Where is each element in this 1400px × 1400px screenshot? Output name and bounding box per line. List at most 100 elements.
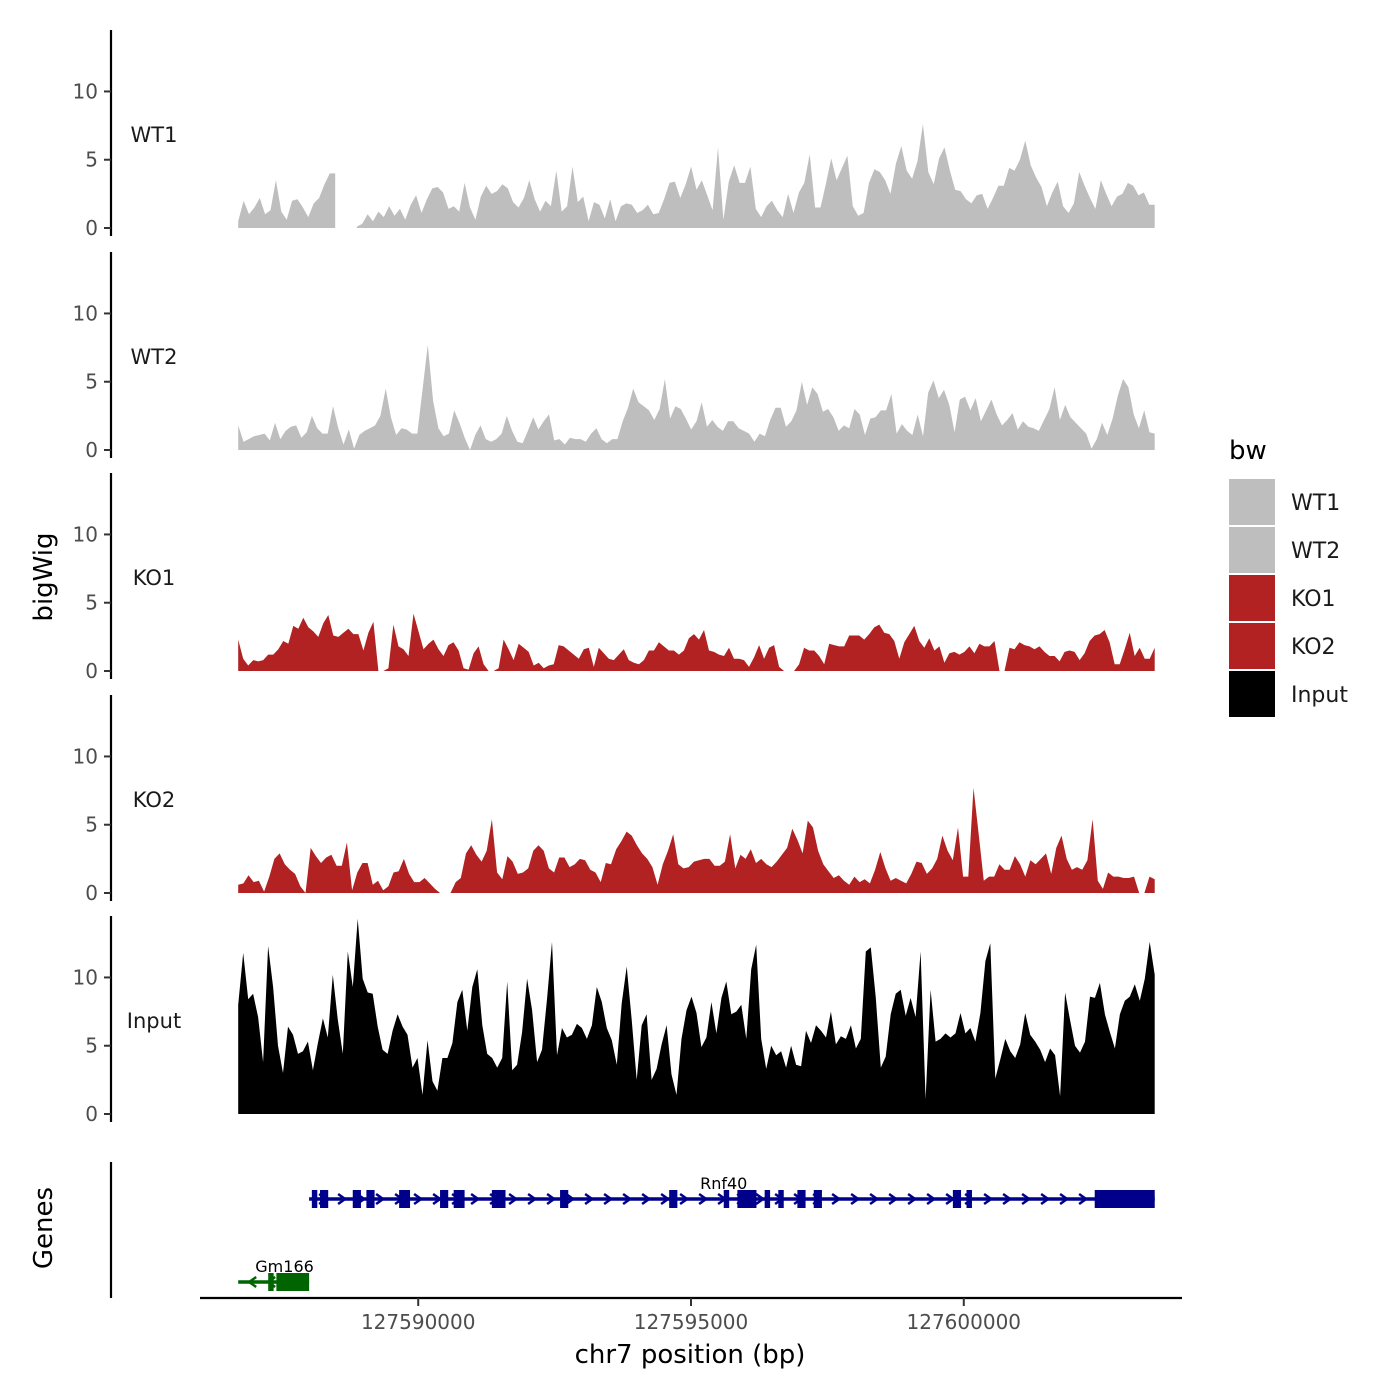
track-wt1: 0 5 10 WT1 xyxy=(73,30,1155,240)
strand-arrow xyxy=(603,1192,614,1206)
track-label-ko1: KO1 xyxy=(133,566,176,590)
strand-arrow xyxy=(869,1192,880,1206)
exon-block xyxy=(737,1190,757,1208)
exon-block xyxy=(320,1190,329,1208)
exon-block xyxy=(778,1190,784,1208)
y-tick-label: 0 xyxy=(85,659,98,683)
y-tick-label: 10 xyxy=(73,522,98,546)
exon-block xyxy=(560,1190,569,1208)
strand-arrow xyxy=(755,1192,766,1206)
y-tick-label: 0 xyxy=(85,216,98,240)
exon-block xyxy=(952,1190,962,1208)
y-tick-label: 5 xyxy=(85,148,98,172)
gene-gm166: Gm166 xyxy=(238,1257,314,1291)
x-tick-label: 127600000 xyxy=(907,1310,1022,1334)
strand-arrow xyxy=(850,1192,861,1206)
strand-arrow xyxy=(470,1192,481,1206)
coverage-area-wt2 xyxy=(238,344,1155,450)
strand-arrow xyxy=(983,1192,994,1206)
legend-entry-ko1: KO1 xyxy=(1229,575,1336,621)
exon-block xyxy=(966,1190,972,1208)
strand-arrow xyxy=(1040,1192,1051,1206)
exon-block xyxy=(723,1190,730,1208)
legend-swatch xyxy=(1229,479,1275,525)
y-axis-title: bigWig xyxy=(29,532,59,621)
strand-arrow xyxy=(641,1192,652,1206)
y-tick-label: 0 xyxy=(85,881,98,905)
strand-arrow xyxy=(1021,1192,1032,1206)
y-tick-label: 5 xyxy=(85,1034,98,1058)
strand-arrow xyxy=(584,1192,595,1206)
exon-block xyxy=(366,1190,375,1208)
exon-block xyxy=(669,1190,678,1208)
coverage-area-input xyxy=(238,918,1155,1114)
gene-models: Rnf40 Gm166 xyxy=(238,1174,1155,1291)
exon-block xyxy=(491,1190,506,1208)
x-tick-label: 127595000 xyxy=(634,1310,749,1334)
genes-axis-title: Genes xyxy=(29,1187,59,1269)
y-tick-label: 10 xyxy=(73,744,98,768)
legend-swatch xyxy=(1229,575,1275,621)
legend-label: WT2 xyxy=(1291,539,1340,564)
y-tick-label: 0 xyxy=(85,438,98,462)
exon-block xyxy=(440,1190,449,1208)
strand-arrow xyxy=(1078,1192,1089,1206)
strand-arrow xyxy=(698,1192,709,1206)
genes-panel: Genes Rnf40 Gm166 xyxy=(29,1162,1155,1298)
strand-arrow xyxy=(926,1192,937,1206)
strand-arrow xyxy=(1059,1192,1070,1206)
track-ko1: 0 5 10 KO1 xyxy=(73,473,1155,683)
legend-entry-wt1: WT1 xyxy=(1229,479,1340,525)
y-tick-label: 10 xyxy=(73,965,98,989)
strand-arrow xyxy=(1002,1192,1013,1206)
strand-arrow xyxy=(413,1192,424,1206)
strand-arrow xyxy=(527,1192,538,1206)
x-axis-title: chr7 position (bp) xyxy=(575,1340,806,1370)
track-input: 0 5 10 Input xyxy=(73,916,1155,1126)
exon-block xyxy=(399,1190,411,1208)
legend-entries: WT1 WT2 KO1 KO2 Input xyxy=(1229,479,1348,717)
exon-block xyxy=(268,1273,274,1291)
track-wt2: 0 5 10 WT2 xyxy=(73,252,1155,462)
strand-arrow xyxy=(546,1192,557,1206)
strand-arrow xyxy=(831,1192,842,1206)
exon-block xyxy=(453,1190,465,1208)
strand-arrow xyxy=(660,1192,671,1206)
coverage-area-ko1 xyxy=(238,613,1155,671)
strand-arrow xyxy=(622,1192,633,1206)
legend-label: KO2 xyxy=(1291,635,1336,660)
exon-block xyxy=(813,1190,822,1208)
strand-arrow xyxy=(247,1275,257,1289)
coverage-area-ko2 xyxy=(238,787,1155,893)
gene-label-rnf40: Rnf40 xyxy=(700,1174,747,1193)
y-tick-label: 5 xyxy=(85,813,98,837)
exon-block xyxy=(1094,1190,1155,1208)
y-tick-label: 10 xyxy=(73,79,98,103)
strand-arrow xyxy=(375,1192,386,1206)
x-axis-ticks: 127590000 127595000 127600000 xyxy=(361,1298,1021,1334)
legend-label: WT1 xyxy=(1291,491,1340,516)
track-ko2: 0 5 10 KO2 xyxy=(73,695,1155,905)
exon-block xyxy=(764,1190,771,1208)
strand-arrow xyxy=(565,1192,576,1206)
legend-swatch xyxy=(1229,671,1275,717)
exon-block xyxy=(311,1190,318,1208)
y-tick-label: 5 xyxy=(85,591,98,615)
x-tick-label: 127590000 xyxy=(361,1310,476,1334)
legend-entry-wt2: WT2 xyxy=(1229,527,1340,573)
y-tick-label: 10 xyxy=(73,301,98,325)
coverage-area-wt1 xyxy=(238,173,336,228)
x-axis: 127590000 127595000 127600000 chr7 positio… xyxy=(200,1296,1182,1370)
legend-entry-ko2: KO2 xyxy=(1229,623,1336,669)
legend-entry-input: Input xyxy=(1229,671,1348,717)
track-label-wt2: WT2 xyxy=(131,345,178,369)
legend-label: Input xyxy=(1291,683,1348,708)
track-label-wt1: WT1 xyxy=(131,123,178,147)
bigwig-tracks: 0 5 10 WT1 0 5 10 WT2 0 5 10 KO1 0 5 10 KO2 0 5 10 Input xyxy=(73,30,1155,1126)
legend-title: bw xyxy=(1229,436,1267,466)
coverage-area-wt1 xyxy=(356,124,1155,228)
legend: bw WT1 WT2 KO1 KO2 Input xyxy=(1229,436,1348,717)
strand-arrow xyxy=(679,1192,690,1206)
track-label-input: Input xyxy=(127,1009,181,1033)
